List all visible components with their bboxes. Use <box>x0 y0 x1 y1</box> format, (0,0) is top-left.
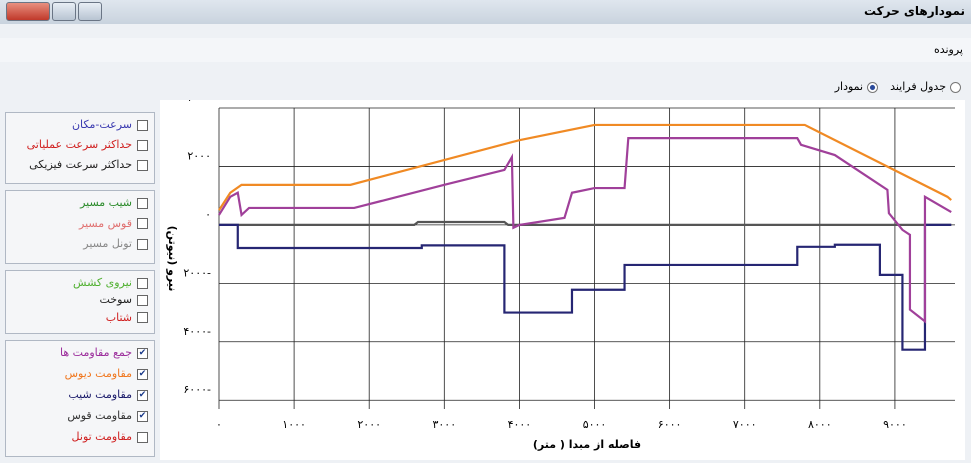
y-axis-title: نیرو (نیوتن) <box>166 226 179 292</box>
checkbox[interactable] <box>137 294 148 306</box>
series-line <box>218 123 952 211</box>
checkbox-label: قوس مسیر <box>79 216 132 230</box>
checkbox-label: نیروی کشش <box>73 276 132 289</box>
checkbox-label: تونل مسیر <box>83 237 132 251</box>
x-tick-label: ۴۰۰۰ <box>508 418 532 431</box>
chart: ۰ ۱۰۰۰ ۲۰۰۰ ۳۰۰۰ ۴۰۰۰ ۵۰۰۰ ۶۰۰۰ ۷۰۰۰ ۸۰۰۰ ۹۰۰۰ ۴۰۰… <box>160 100 965 460</box>
checkbox-item[interactable]: ✔ جمع مقاومت ها <box>60 346 148 359</box>
x-tick-label: ۵۰۰۰ <box>583 418 607 431</box>
checkbox-item[interactable]: ✔ مقاومت دیوس <box>65 367 148 380</box>
checkbox-item[interactable]: سوخت <box>99 293 148 306</box>
title-bar: نمودارهای حرکت <box>0 0 971 24</box>
checkbox-label: سرعت-مکان <box>71 118 132 131</box>
radio[interactable] <box>867 81 879 93</box>
checkbox-group: ✔ جمع مقاومت ها ✔ مقاومت دیوس ✔ مقاومت شیب ✔ مق… <box>5 340 155 457</box>
menu-bar: پرونده <box>0 38 971 62</box>
series-line <box>218 136 952 324</box>
checkbox-group: شیب مسیر قوس مسیر تونل مسیر <box>5 190 155 264</box>
x-tick-label: ۸۰۰۰ <box>808 418 832 431</box>
x-tick-label: ۱۰۰۰ <box>282 418 306 431</box>
x-tick-label: ۰ <box>216 418 222 431</box>
checkbox-item[interactable]: قوس مسیر <box>79 217 148 230</box>
checkbox[interactable] <box>137 218 148 230</box>
checkbox[interactable]: ✔ <box>137 410 148 422</box>
close-button[interactable] <box>6 2 50 21</box>
y-tick-label: ۴۰۰۰ <box>187 100 211 104</box>
x-tick-label: ۳۰۰۰ <box>432 418 456 431</box>
y-tick-label: ۰ <box>205 208 211 221</box>
series-line <box>219 223 952 351</box>
radio-option[interactable]: نمودار <box>834 80 879 93</box>
menu-item[interactable]: پرونده <box>933 43 963 56</box>
checkbox-item[interactable]: مقاومت تونل <box>72 430 148 443</box>
checkbox-item[interactable]: سرعت-مکان <box>72 118 148 131</box>
checkbox[interactable] <box>137 431 148 443</box>
checkbox-label: شتاب <box>105 310 132 324</box>
checkbox[interactable] <box>137 159 148 171</box>
radio[interactable] <box>950 81 961 93</box>
x-tick-label: ۲۰۰۰ <box>357 418 381 431</box>
checkbox-label: جمع مقاومت ها <box>60 346 132 359</box>
checkbox-label: مقاومت شیب <box>68 388 132 401</box>
checkbox-label: حداکثر سرعت فیزیکی <box>29 158 132 171</box>
checkbox[interactable] <box>137 277 148 289</box>
checkbox-label: سوخت <box>99 293 132 307</box>
series-line <box>219 220 952 226</box>
checkbox-item[interactable]: شتاب <box>106 311 148 324</box>
maximize-button[interactable] <box>52 2 76 21</box>
x-tick-label: ۷۰۰۰ <box>733 418 757 431</box>
y-tick-label: ۲۰۰۰- <box>183 266 211 279</box>
checkbox-item[interactable]: شیب مسیر <box>80 196 148 209</box>
checkbox[interactable] <box>137 139 148 151</box>
checkbox-item[interactable]: حداکثر سرعت عملیاتی <box>27 138 148 151</box>
checkbox-item[interactable]: ✔ مقاومت قوس <box>67 409 148 422</box>
checkbox[interactable] <box>137 238 148 250</box>
checkbox-label: مقاومت تونل <box>71 430 132 443</box>
checkbox[interactable]: ✔ <box>137 347 148 359</box>
checkbox-item[interactable]: تونل مسیر <box>83 237 148 250</box>
checkbox-group: سرعت-مکان حداکثر سرعت عملیاتی حداکثر سرعت … <box>5 112 155 184</box>
x-tick-label: ۹۰۰۰ <box>883 418 907 431</box>
checkbox[interactable]: ✔ <box>137 389 148 401</box>
checkbox[interactable] <box>137 119 148 131</box>
radio-label: نمودار <box>834 80 864 93</box>
y-tick-label: ۴۰۰۰- <box>183 325 211 338</box>
minimize-button[interactable] <box>78 2 102 21</box>
checkbox-label: مقاومت دیوس <box>64 367 132 380</box>
radio-label: جدول فرایند <box>890 80 946 93</box>
checkbox[interactable] <box>137 312 148 324</box>
checkbox-label: مقاومت قوس <box>67 409 132 422</box>
y-tick-label: ۲۰۰۰ <box>187 149 211 162</box>
x-axis-title: فاصله از مبدا ( متر) <box>533 438 641 451</box>
x-tick-label: ۶۰۰۰ <box>658 418 682 431</box>
checkbox-group: نیروی کشش سوخت شتاب <box>5 270 155 334</box>
checkbox[interactable] <box>137 197 148 209</box>
checkbox[interactable]: ✔ <box>137 368 148 380</box>
window-title: نمودارهای حرکت <box>863 4 965 18</box>
y-tick-label: ۶۰۰۰- <box>183 383 211 396</box>
checkbox-label: حداکثر سرعت عملیاتی <box>26 138 132 151</box>
view-options: جدول فرایند نمودار <box>823 80 961 93</box>
checkbox-item[interactable]: نیروی کشش <box>73 276 148 289</box>
checkbox-item[interactable]: ✔ مقاومت شیب <box>68 388 148 401</box>
checkbox-label: شیب مسیر <box>80 196 132 209</box>
radio-option[interactable]: جدول فرایند <box>890 80 961 93</box>
checkbox-item[interactable]: حداکثر سرعت فیزیکی <box>29 158 148 171</box>
